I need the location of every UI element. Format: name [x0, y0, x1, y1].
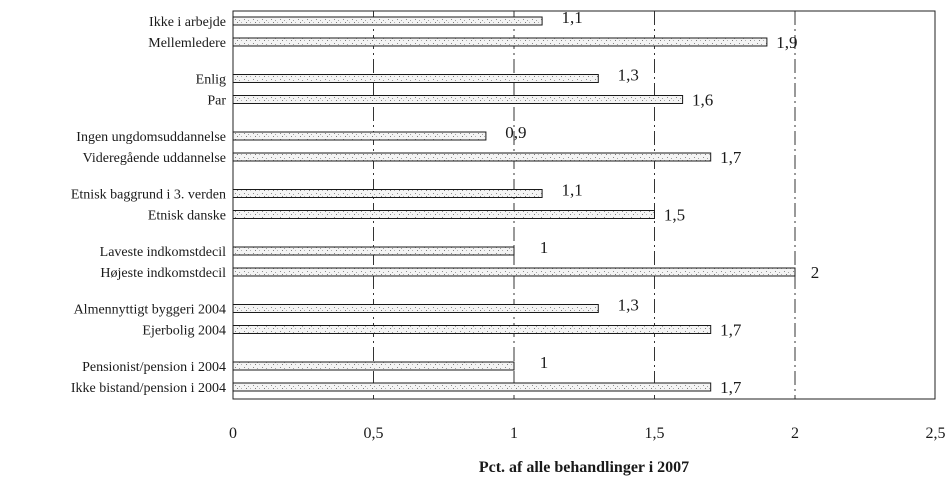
value-label: 1,9 [776, 33, 797, 52]
value-label: 1,3 [618, 66, 639, 85]
value-label: 1 [540, 238, 549, 257]
category-label: Ikke i arbejde [149, 15, 226, 30]
plot-area-border [232, 10, 936, 400]
bar [232, 382, 712, 392]
bar [232, 16, 543, 26]
x-tick-label: 2 [791, 425, 799, 442]
category-labels: Ikke i arbejde Mellemledere Enlig Par Ingen … [71, 15, 226, 396]
value-label: 1,1 [561, 181, 582, 200]
category-label: Højeste indkomstdecil [100, 266, 226, 281]
bar [232, 210, 655, 219]
value-label: 0,9 [505, 123, 526, 142]
x-tick-label: 2,5 [926, 425, 946, 442]
bar [232, 267, 796, 277]
category-label: Pensionist/pension i 2004 [82, 360, 226, 375]
bar [232, 152, 712, 162]
bars-layer [232, 16, 796, 392]
bar [232, 361, 515, 371]
category-label: Almennyttigt byggeri 2004 [74, 303, 226, 318]
bar [232, 304, 599, 313]
x-tick-labels: 0 0,5 1 1,5 2 2,5 [229, 425, 946, 442]
value-labels: 1,1 1,9 1,3 1,6 0,9 1,7 1,1 1,5 1 2 1,3 1,7 1 1,7 [505, 8, 819, 397]
bar [232, 95, 684, 104]
bar [232, 74, 599, 83]
value-label: 1,3 [618, 296, 639, 315]
category-label: Enlig [196, 73, 226, 88]
value-label: 1,6 [692, 91, 713, 110]
bar [232, 189, 543, 198]
category-label: Mellemledere [148, 36, 226, 51]
category-label: Ingen ungdomsuddannelse [76, 130, 226, 145]
category-label: Etnisk baggrund i 3. verden [71, 188, 226, 203]
x-tick-label: 1 [510, 425, 518, 442]
value-label: 1,7 [720, 321, 742, 340]
category-label: Videregående uddannelse [83, 151, 226, 166]
bar [232, 246, 515, 256]
value-label: 1 [540, 353, 549, 372]
category-label: Laveste indkomstdecil [100, 245, 226, 260]
value-label: 2 [811, 263, 820, 282]
x-axis-title: Pct. af alle behandlinger i 2007 [479, 459, 689, 476]
value-label: 1,5 [664, 206, 685, 225]
bar [232, 325, 712, 334]
value-label: 1,7 [720, 378, 742, 397]
category-label: Etnisk danske [148, 209, 226, 224]
grid-lines [373, 11, 796, 399]
bar [232, 131, 487, 141]
x-tick-label: 0,5 [364, 425, 384, 442]
value-label: 1,7 [720, 148, 742, 167]
bar [232, 37, 768, 47]
category-label: Par [207, 94, 226, 109]
x-tick-label: 1,5 [645, 425, 665, 442]
category-label: Ikke bistand/pension i 2004 [71, 381, 226, 396]
value-label: 1,1 [561, 8, 582, 27]
x-tick-label: 0 [229, 425, 237, 442]
category-label: Ejerbolig 2004 [142, 324, 226, 339]
